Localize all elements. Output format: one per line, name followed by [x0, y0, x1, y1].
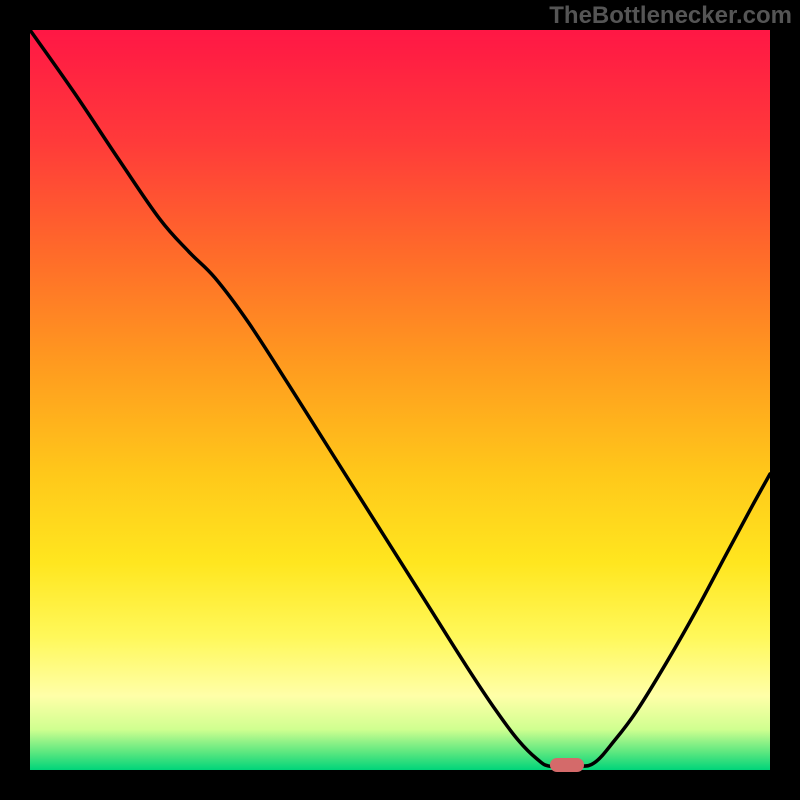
watermark-text: TheBottlenecker.com	[549, 2, 792, 30]
bottleneck-curve	[30, 30, 770, 770]
optimal-marker	[550, 758, 584, 772]
plot-area	[30, 30, 770, 770]
chart-container: TheBottlenecker.com	[0, 0, 800, 800]
